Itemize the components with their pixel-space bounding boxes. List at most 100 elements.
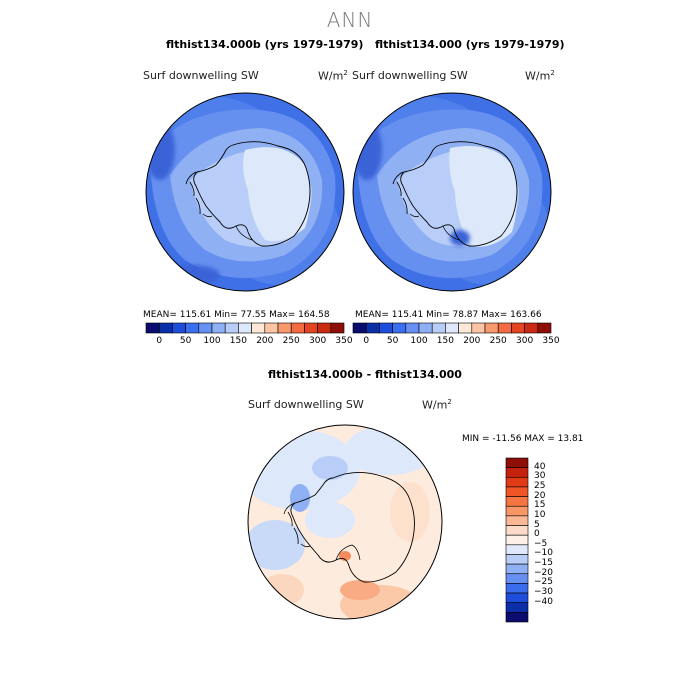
panel2-colorbar-swatch xyxy=(511,322,525,334)
panel1-colorbar-tick-label: 250 xyxy=(282,336,300,346)
panel2-variable-label: Surf downwelling SW xyxy=(352,69,468,82)
diff-colorbar-label: −20 xyxy=(534,567,553,578)
panel1-colorbar-swatch xyxy=(224,322,239,334)
panel1-colorbar-swatch xyxy=(198,322,213,334)
panel2-colorbar-swatch xyxy=(458,322,473,334)
diff-colorbar-label: −15 xyxy=(534,558,553,569)
panel1-colorbar-tick-label: 300 xyxy=(309,336,327,346)
panel2-map xyxy=(353,93,551,291)
diff-colorbar xyxy=(505,457,529,623)
panel1-colorbar-swatch xyxy=(145,322,160,334)
panel2-case-title: flthist134.000 (yrs 1979-1979) xyxy=(375,38,565,51)
diff-colorbar-label: 40 xyxy=(534,461,546,472)
panel1-map-border xyxy=(145,92,345,292)
diff-colorbar-label: −10 xyxy=(534,548,553,559)
panel2-colorbar-tick-label: 250 xyxy=(489,336,507,346)
panel1-colorbar-tick-label: 0 xyxy=(156,336,163,346)
panel2-colorbar-swatch xyxy=(392,322,407,334)
panel1-colorbar-swatch xyxy=(290,322,305,334)
panel1-map xyxy=(146,93,344,291)
diff-title: flthist134.000b - flthist134.000 xyxy=(268,368,462,381)
panel2-colorbar-tick-label: 350 xyxy=(542,336,560,346)
diff-colorbar-label: 0 xyxy=(534,529,540,540)
panel1-colorbar-tick-label: 100 xyxy=(203,336,221,346)
panel1-variable-label: Surf downwelling SW xyxy=(143,69,259,82)
panel1-colorbar-tick-label: 200 xyxy=(256,336,274,346)
diff-colorbar-swatch xyxy=(505,486,529,497)
diff-map-border xyxy=(247,424,443,620)
diff-colorbar-swatch xyxy=(505,515,529,526)
diff-colorbar-swatch xyxy=(505,612,529,623)
panel2-colorbar-swatch xyxy=(537,322,552,334)
panel2-colorbar-tick-label: 100 xyxy=(410,336,428,346)
panel2-colorbar-swatch xyxy=(379,322,393,334)
panel2-colorbar-tick-label: 300 xyxy=(516,336,534,346)
panel1-colorbar-swatch xyxy=(317,322,332,334)
diff-colorbar-label: 20 xyxy=(534,490,546,501)
panel1-colorbar-swatch xyxy=(251,322,266,334)
diff-colorbar-swatch xyxy=(505,476,529,488)
panel1-case-title: flthist134.000b (yrs 1979-1979) xyxy=(166,38,364,51)
diff-map xyxy=(248,425,442,619)
panel2-map-border xyxy=(352,92,552,292)
panel2-colorbar-swatch xyxy=(365,322,380,334)
panel1-colorbar-swatch xyxy=(304,322,318,334)
panel2-colorbar-swatch xyxy=(431,322,446,334)
panel2-colorbar-swatch xyxy=(471,322,486,334)
diff-colorbar-swatch xyxy=(505,602,529,613)
diff-colorbar-swatch xyxy=(505,496,529,507)
panel1-colorbar-tick-label: 350 xyxy=(335,336,353,346)
diff-colorbar-swatch xyxy=(505,505,529,517)
panel2-colorbar-tick-label: 200 xyxy=(463,336,481,346)
diff-stats: MIN = -11.56 MAX = 13.81 xyxy=(462,434,584,444)
diff-colorbar-swatch xyxy=(505,563,529,575)
panel2-colorbar-swatch xyxy=(524,322,539,334)
panel1-colorbar-swatch xyxy=(264,322,279,334)
diff-colorbar-swatch xyxy=(505,525,529,536)
diff-colorbar-swatch xyxy=(505,534,529,546)
panel1-colorbar-swatch xyxy=(211,322,226,334)
panel1-units: W/m2 xyxy=(318,69,348,83)
diff-colorbar-label: 15 xyxy=(534,500,546,511)
panel2-colorbar-swatch xyxy=(497,322,512,334)
panel1-colorbar-swatch xyxy=(330,322,345,334)
panel2-colorbar-tick-label: 150 xyxy=(436,336,454,346)
diff-colorbar-label: −5 xyxy=(534,538,548,549)
diff-colorbar-label: 25 xyxy=(534,480,546,491)
panel2-colorbar-tick-label: 50 xyxy=(386,336,399,346)
diff-colorbar-swatch xyxy=(505,457,529,468)
diff-variable-label: Surf downwelling SW xyxy=(248,398,364,411)
diff-colorbar-swatch xyxy=(505,583,529,594)
diff-colorbar-swatch xyxy=(505,573,529,584)
panel1-colorbar-swatch xyxy=(185,322,200,334)
diff-colorbar-label: −40 xyxy=(534,596,553,607)
panel2-colorbar-swatch xyxy=(445,322,459,334)
panel1-colorbar-swatch xyxy=(158,322,173,334)
panel2-colorbar-swatch xyxy=(405,322,420,334)
diff-units: W/m2 xyxy=(422,398,452,412)
diff-colorbar-label: −25 xyxy=(534,577,553,588)
diff-colorbar-swatch xyxy=(505,467,529,478)
panel2-stats: MEAN= 115.41 Min= 78.87 Max= 163.66 xyxy=(355,310,542,320)
panel2-colorbar-swatch xyxy=(484,322,499,334)
figure-title: ANN xyxy=(326,8,374,32)
panel1-colorbar-tick-label: 50 xyxy=(179,336,192,346)
panel1-stats: MEAN= 115.61 Min= 77.55 Max= 164.58 xyxy=(143,310,330,320)
diff-colorbar-swatch xyxy=(505,544,529,555)
panel1-colorbar xyxy=(145,322,345,334)
panel2-units: W/m2 xyxy=(525,69,555,83)
panel1-colorbar-tick-label: 150 xyxy=(229,336,247,346)
diff-colorbar-swatch xyxy=(505,592,529,604)
diff-colorbar-swatch xyxy=(505,554,529,565)
panel2-colorbar-swatch xyxy=(352,322,367,334)
panel1-colorbar-swatch xyxy=(238,322,252,334)
diff-colorbar-label: −30 xyxy=(534,587,553,598)
panel2-colorbar-swatch xyxy=(418,322,433,334)
panel1-colorbar-swatch xyxy=(172,322,186,334)
panel2-colorbar xyxy=(352,322,552,334)
diff-colorbar-label: 10 xyxy=(534,509,546,520)
panel2-colorbar-tick-label: 0 xyxy=(363,336,370,346)
diff-colorbar-label: 5 xyxy=(534,519,540,530)
diff-colorbar-label: 30 xyxy=(534,471,546,482)
